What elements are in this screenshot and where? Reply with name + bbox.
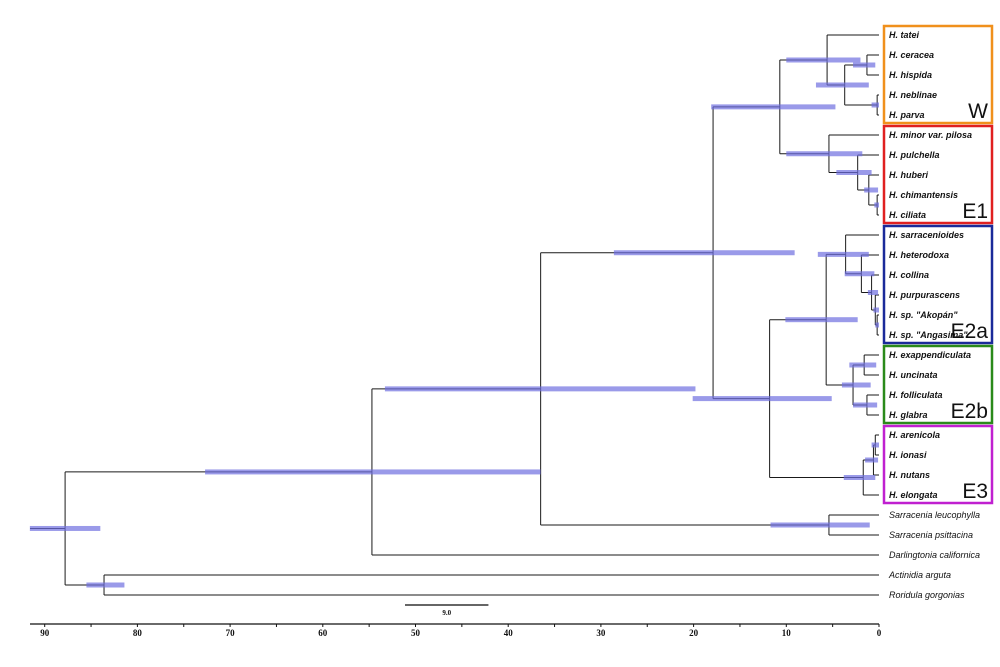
clade-label: E2a (951, 320, 989, 343)
tip-label: H. chimantensis (889, 190, 958, 200)
tip-label: H. minor var. pilosa (889, 130, 972, 140)
tip-label: H. ceracea (889, 50, 934, 60)
tip-label: H. hispida (889, 70, 932, 80)
clade-box (882, 344, 994, 425)
hpd-bar (815, 82, 869, 88)
hpd-bar (711, 104, 836, 110)
clade-box (882, 124, 994, 225)
hpd-bar (786, 57, 861, 63)
tip-label: H. sarracenioides (889, 230, 964, 240)
tip-label: Roridula gorgonias (889, 590, 965, 600)
scale-bar-label: 9.0 (442, 609, 451, 617)
hpd-bar (867, 290, 879, 295)
hpd-bar (817, 251, 869, 257)
axis-tick-label: 40 (504, 628, 514, 638)
axis-tick-label: 60 (318, 628, 328, 638)
hpd-bar (849, 362, 877, 368)
clade-label: E1 (962, 200, 988, 223)
hpd-bar (786, 151, 863, 157)
hpd-bar (865, 457, 879, 463)
clade-box (882, 224, 994, 345)
tip-label: H. elongata (889, 490, 938, 500)
hpd-bar (853, 62, 876, 68)
axis-tick-label: 0 (877, 628, 882, 638)
axis-tick-label: 70 (226, 628, 236, 638)
tip-label: H. uncinata (889, 370, 938, 380)
tip-label: H. nutans (889, 470, 930, 480)
tip-label: H. sp. "Angasima" (889, 330, 968, 340)
tip-label: H. collina (889, 270, 929, 280)
tip-labels: H. tatei H. ceracea H. hispida H. neblinae H… (888, 30, 980, 600)
time-axis: 90 80 70 60 50 40 30 20 10 0 (30, 623, 882, 638)
hpd-bar (871, 102, 879, 108)
axis-tick-label: 30 (596, 628, 606, 638)
tip-label: H. neblinae (889, 90, 937, 100)
axis-tick-label: 80 (133, 628, 143, 638)
tip-label: H. huberi (889, 170, 929, 180)
tip-label: H. heterodoxa (889, 250, 949, 260)
hpd-bar (871, 442, 879, 448)
tip-label: H. pulchella (889, 150, 940, 160)
hpd-bar (29, 525, 101, 531)
axis-tick-label: 10 (782, 628, 792, 638)
tip-label: Actinidia arguta (888, 570, 951, 580)
hpd-bar (770, 522, 870, 528)
hpd-bar (843, 475, 876, 480)
hpd-bar (874, 202, 879, 208)
hpd-bar (864, 187, 879, 193)
tip-label: Darlingtonia californica (889, 550, 980, 560)
hpd-bar (692, 396, 832, 402)
branches (30, 34, 879, 596)
tip-label: H. tatei (889, 30, 920, 40)
axis-tick-label: 20 (689, 628, 699, 638)
hpd-bar (86, 582, 125, 588)
tip-label: H. glabra (889, 410, 928, 420)
hpd-bar (844, 271, 875, 277)
axis-tick-label: 50 (411, 628, 421, 638)
hpd-bar (205, 469, 541, 475)
hpd-bar (873, 307, 879, 313)
tip-label: Sarracenia psittacina (889, 530, 973, 540)
hpd-bar (785, 317, 858, 323)
clade-label: W (968, 100, 988, 123)
hpd-bar (613, 250, 795, 256)
tip-label: Sarracenia leucophylla (889, 510, 980, 520)
tip-label: H. exappendiculata (889, 350, 971, 360)
hpd-bar (853, 402, 878, 408)
tip-label: H. ciliata (889, 210, 926, 220)
tip-label: H. purpurascens (889, 290, 960, 300)
tip-label: H. folliculata (889, 390, 943, 400)
hpd-bar (836, 170, 872, 175)
tip-label: H. arenicola (889, 430, 940, 440)
tip-label: H. ionasi (889, 450, 927, 460)
hpd-bars (29, 57, 879, 588)
clade-boxes: W E1 E2a E2b E3 (882, 24, 994, 505)
clade-label: E3 (962, 480, 988, 503)
hpd-bar (875, 322, 879, 328)
clade-box (882, 24, 994, 125)
tip-label: H. sp. "Akopán" (889, 310, 958, 320)
tip-label: H. parva (889, 110, 925, 120)
hpd-bar (841, 382, 871, 388)
hpd-bar (384, 386, 696, 392)
clade-box (882, 424, 994, 505)
clade-label: E2b (951, 400, 988, 423)
scale-bar: 9.0 (405, 604, 489, 617)
axis-tick-label: 90 (40, 628, 50, 638)
